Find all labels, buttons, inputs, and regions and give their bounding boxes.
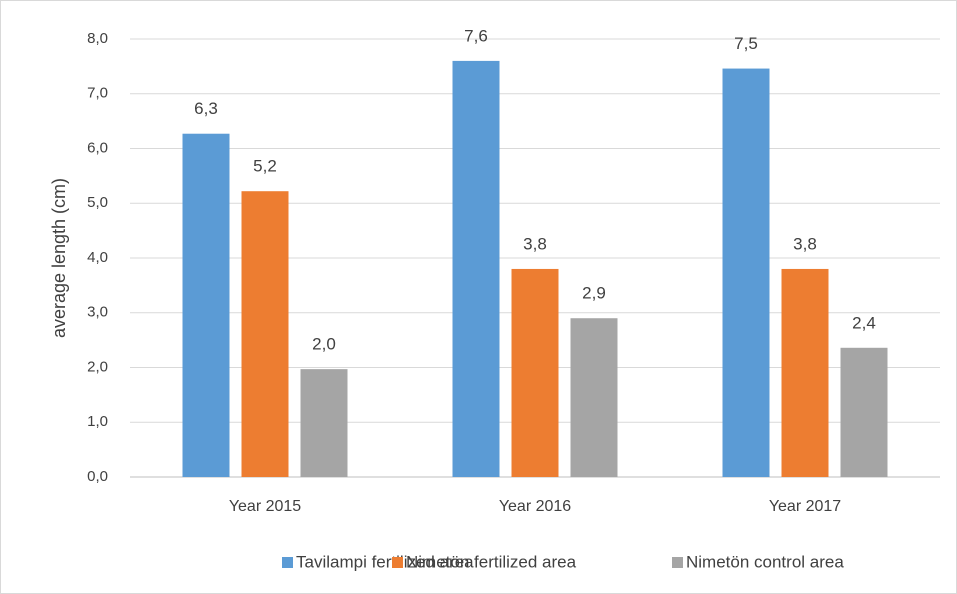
data-label: 2,9 (582, 284, 606, 303)
data-label: 7,6 (464, 26, 488, 45)
bar (781, 268, 829, 477)
bar (241, 191, 289, 477)
y-axis-title: average length (cm) (49, 178, 69, 338)
legend-label: Nimetön control area (686, 552, 844, 571)
bar (300, 369, 348, 477)
y-tick-label: 6,0 (87, 139, 108, 156)
data-label: 3,8 (523, 234, 547, 253)
legend-swatch (282, 557, 293, 568)
x-tick-label: Year 2017 (769, 498, 841, 515)
bar (570, 318, 618, 477)
x-tick-label: Year 2015 (229, 498, 301, 515)
legend-swatch (672, 557, 683, 568)
y-tick-label: 2,0 (87, 358, 108, 375)
data-label: 3,8 (793, 234, 817, 253)
bar (840, 347, 888, 477)
data-label: 6,3 (194, 99, 218, 118)
bar (511, 268, 559, 477)
data-label: 7,5 (734, 34, 758, 53)
data-label: 5,2 (253, 157, 277, 176)
bar (452, 60, 500, 478)
y-tick-label: 1,0 (87, 413, 108, 430)
data-label: 2,4 (852, 313, 876, 332)
y-tick-label: 8,0 (87, 30, 108, 47)
bar (722, 68, 770, 477)
legend-swatch (392, 557, 403, 568)
y-tick-label: 7,0 (87, 85, 108, 102)
data-label: 2,0 (312, 335, 336, 354)
legend-label: Nimetön fertilized area (406, 552, 577, 571)
bar (182, 133, 230, 477)
legend-label: Tavilampi fertilized area (296, 552, 474, 571)
y-tick-label: 5,0 (87, 194, 108, 211)
x-tick-label: Year 2016 (499, 498, 571, 515)
y-tick-label: 0,0 (87, 468, 108, 485)
y-tick-label: 4,0 (87, 249, 108, 266)
y-tick-label: 3,0 (87, 304, 108, 321)
